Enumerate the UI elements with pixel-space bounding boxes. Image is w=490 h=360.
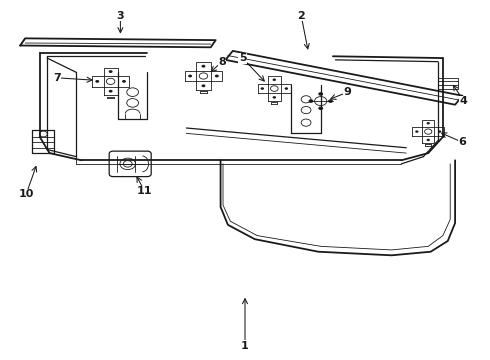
Ellipse shape [201,65,205,68]
Ellipse shape [415,130,418,133]
Ellipse shape [438,130,441,133]
Ellipse shape [261,87,264,90]
Ellipse shape [272,96,276,99]
Ellipse shape [215,75,219,77]
FancyBboxPatch shape [109,151,151,177]
Ellipse shape [201,84,205,87]
Ellipse shape [188,75,192,77]
Ellipse shape [427,139,430,141]
Ellipse shape [109,90,113,93]
Circle shape [328,99,333,103]
Ellipse shape [272,78,276,81]
Ellipse shape [96,80,99,83]
Text: 1: 1 [241,341,249,351]
Text: 4: 4 [460,96,468,106]
Ellipse shape [285,87,288,90]
Text: 10: 10 [19,189,34,199]
Text: 3: 3 [117,11,124,21]
Ellipse shape [122,80,126,83]
Circle shape [309,99,314,103]
Text: 6: 6 [459,138,466,147]
Ellipse shape [109,70,113,73]
Text: 5: 5 [239,53,246,63]
Ellipse shape [427,122,430,125]
Text: 7: 7 [53,73,61,83]
Circle shape [318,107,323,110]
Text: 2: 2 [297,11,305,21]
Text: 11: 11 [137,186,152,197]
Circle shape [318,92,323,96]
Text: 9: 9 [343,87,351,97]
Text: 8: 8 [218,57,226,67]
